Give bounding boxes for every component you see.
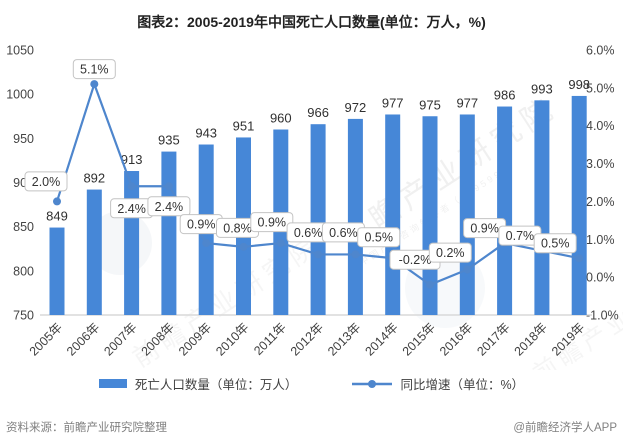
legend-line-marker: [368, 379, 377, 388]
data-point-marker: [53, 197, 61, 206]
x-axis-label: 2006年: [64, 320, 102, 358]
bar-value-label: 849: [46, 209, 68, 224]
y-axis-right-label: 6.0%: [586, 44, 615, 58]
bar: [124, 171, 140, 315]
bar: [534, 100, 550, 315]
bar-value-label: 951: [233, 118, 255, 133]
x-axis-label: 2005年: [27, 320, 65, 358]
x-axis-label: 2012年: [288, 320, 326, 358]
x-axis-label: 2017年: [474, 320, 512, 358]
callout-box: [357, 227, 401, 248]
chart-area: 前瞻产业研究院中国产业咨询领导者（839599）前瞻产业研究院前瞻产业研究院10…: [6, 44, 623, 371]
bar: [86, 189, 102, 315]
bar-value-label: 892: [83, 171, 105, 186]
callout-label: 0.5%: [541, 237, 570, 251]
callout-label: 0.2%: [436, 246, 465, 260]
data-point-marker: [351, 250, 360, 259]
callout-box: [24, 171, 68, 192]
callout-box: [533, 233, 577, 254]
bar: [161, 151, 177, 315]
bar-value-label: 977: [382, 95, 404, 110]
data-point-marker: [276, 239, 285, 248]
y-axis-right-label: 3.0%: [586, 157, 615, 171]
callout-label: 0.6%: [294, 226, 323, 240]
data-point-marker: [314, 250, 323, 259]
y-axis-left-label: 850: [13, 220, 34, 234]
source-note: 资料来源：前瞻产业研究院整理: [6, 422, 167, 434]
legend-item-deaths: 死亡人口数量（单位：万人）: [98, 374, 298, 393]
x-axis-label: 2011年: [251, 320, 289, 358]
callout-label: 0.8%: [223, 221, 252, 235]
data-point-marker: [164, 182, 173, 191]
callout-label: -0.2%: [399, 253, 432, 267]
data-point-marker: [239, 242, 248, 251]
data-point-marker: [202, 239, 211, 248]
y-axis-right-label: 5.0%: [586, 81, 615, 95]
y-axis-right-label: -1.0%: [586, 309, 619, 323]
x-axis-label: 2013年: [325, 320, 363, 358]
y-axis-left-label: 1000: [6, 88, 34, 102]
footer: 资料来源：前瞻产业研究院整理 @前瞻经济学人APP: [0, 419, 623, 435]
legend-label-growth: 同比增速（单位：%）: [400, 378, 525, 392]
callout-label: 0.7%: [506, 229, 535, 243]
bar: [310, 124, 326, 315]
x-axis-label: 2018年: [512, 320, 550, 358]
bar-value-label: 913: [121, 152, 143, 167]
legend: 死亡人口数量（单位：万人） 同比增速（单位：%）: [0, 374, 623, 393]
callout-label: 0.9%: [258, 216, 287, 230]
bar-value-label: 966: [307, 105, 329, 120]
bar-value-label: 975: [419, 97, 441, 112]
bar: [497, 106, 513, 316]
page-title: 图表2：2005-2019年中国死亡人口数量(单位：万人，%): [137, 14, 486, 30]
legend-bar-swatch: [98, 379, 127, 388]
bar-value-label: 977: [456, 95, 478, 110]
bar-value-label: 972: [345, 100, 367, 115]
callout-box: [428, 242, 472, 263]
bar-value-label: 960: [270, 111, 292, 126]
y-axis-left-label: 750: [13, 309, 34, 323]
y-axis-left-label: 800: [13, 264, 34, 278]
y-axis-right-label: 0.0%: [586, 271, 615, 285]
callout-label: 0.6%: [329, 226, 358, 240]
data-point-marker: [426, 280, 434, 289]
bar: [49, 227, 65, 315]
y-axis-right-label: 1.0%: [586, 233, 615, 247]
legend-label-deaths: 死亡人口数量（单位：万人）: [134, 378, 298, 392]
bar-value-label: 993: [531, 81, 553, 96]
callout-label: 0.9%: [187, 218, 216, 232]
data-point-marker: [127, 182, 136, 191]
callout-box: [72, 59, 116, 80]
data-point-marker: [575, 254, 584, 263]
callout-label: 2.0%: [32, 175, 61, 189]
callout-label: 0.9%: [470, 222, 499, 236]
callout-label: 5.1%: [80, 63, 109, 77]
callout-box: [250, 212, 294, 233]
bar-value-label: 943: [195, 126, 217, 141]
bar: [347, 118, 363, 316]
bar: [459, 114, 475, 315]
y-axis-left-label: 1050: [6, 44, 34, 58]
callout-label: 2.4%: [117, 202, 146, 216]
y-axis-right-label: 2.0%: [586, 195, 615, 209]
legend-item-growth: 同比增速（单位：%）: [352, 374, 524, 393]
bar-value-label: 935: [158, 133, 180, 148]
y-axis-left-label: 950: [13, 132, 34, 146]
legend-line-swatch: [352, 379, 393, 388]
callout-label: 0.5%: [364, 231, 393, 245]
x-axis-label: 2010年: [213, 320, 251, 358]
x-axis-label: 2015年: [400, 320, 438, 358]
bar-value-label: 986: [494, 88, 516, 103]
bar: [571, 95, 587, 315]
y-axis-right-label: 4.0%: [586, 119, 615, 133]
data-point-marker: [463, 265, 472, 274]
callout-label: 2.4%: [155, 200, 184, 214]
bar: [385, 114, 401, 315]
x-axis-label: 2014年: [362, 320, 400, 358]
callout-box: [147, 196, 191, 217]
bar-value-label: 998: [568, 77, 590, 92]
data-point-marker: [90, 80, 99, 89]
app-credit: @前瞻经济学人APP: [513, 422, 617, 434]
